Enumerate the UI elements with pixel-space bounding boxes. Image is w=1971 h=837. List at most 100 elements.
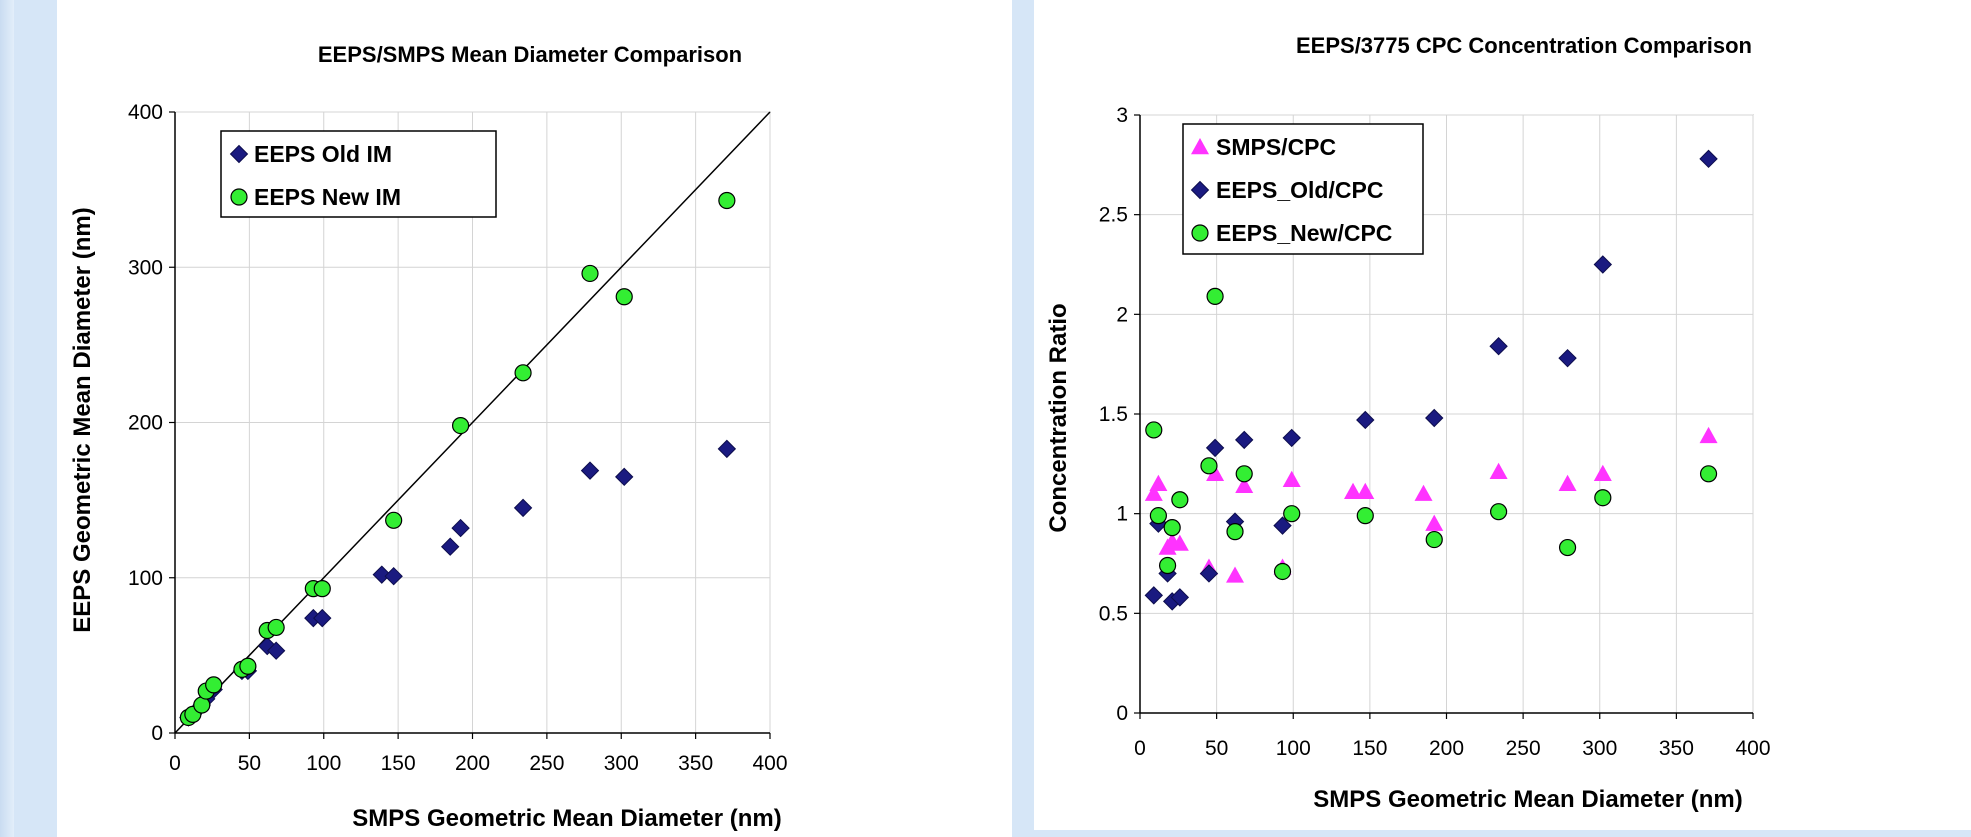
- data-point-smps-cpc: [1414, 484, 1433, 501]
- x-tick-label: 300: [1582, 737, 1617, 760]
- legend-marker-old-im: [229, 144, 249, 164]
- data-point-smps-cpc: [1489, 462, 1508, 480]
- data-point-eeps-old-cpc: [1199, 564, 1219, 583]
- y-tick-label: 0: [151, 722, 163, 745]
- data-point-eeps-old-cpc: [1558, 348, 1577, 368]
- data-point-smps-cpc: [1149, 474, 1168, 491]
- data-point-eeps-new-cpc: [1356, 507, 1374, 525]
- x-tick-label: 50: [238, 752, 261, 775]
- x-tick-label: 250: [529, 752, 564, 775]
- data-point-eeps-new-cpc: [1163, 519, 1181, 537]
- chart-panel-concentration: EEPS/3775 CPC Concentration Comparison S…: [1034, 0, 1971, 830]
- data-point-eeps-new-im: [514, 364, 532, 382]
- y-tick-label: 100: [128, 567, 163, 590]
- x-tick-label: 350: [678, 752, 713, 775]
- data-point-eeps-old-im: [440, 537, 460, 556]
- legend-circle-icon: [230, 188, 248, 206]
- x-tick-label: 400: [1735, 737, 1770, 760]
- data-point-eeps-new-cpc: [1558, 538, 1577, 557]
- legend-label-eeps-new-cpc: EEPS_New/CPC: [1216, 220, 1392, 246]
- data-point-smps-cpc: [1356, 482, 1375, 499]
- left-background-strip: [0, 0, 14, 837]
- x-tick-label: 50: [1205, 737, 1228, 760]
- legend-box: [1182, 123, 1424, 255]
- data-point-eeps-old-im: [451, 518, 470, 538]
- data-point-eeps-new-cpc: [1594, 489, 1612, 507]
- data-point-smps-cpc: [1282, 470, 1301, 487]
- data-point-eeps-old-im: [580, 461, 600, 480]
- x-tick-label: 100: [1276, 737, 1311, 760]
- data-point-smps-cpc: [1558, 474, 1577, 491]
- x-axis-title: SMPS Geometric Mean Diameter (nm): [352, 805, 781, 832]
- concentration-comparison-chart: EEPS/3775 CPC Concentration Comparison S…: [1045, 33, 1771, 813]
- x-tick-label: 150: [381, 752, 416, 775]
- x-tick-label: 350: [1659, 737, 1694, 760]
- legend-marker-smps-cpc: [1191, 138, 1209, 155]
- legend-marker-eeps-old-cpc: [1190, 180, 1210, 200]
- data-point-eeps-old-cpc: [1489, 337, 1508, 356]
- y-tick-label: 0: [1116, 702, 1128, 725]
- legend-label-eeps-old-cpc: EEPS_Old/CPC: [1216, 177, 1383, 203]
- legend-diamond-icon: [1190, 180, 1210, 200]
- data-point-smps-cpc: [1206, 464, 1225, 481]
- x-tick-label: 200: [455, 752, 490, 775]
- data-point-smps-cpc: [1226, 566, 1245, 583]
- x-tick-label: 200: [1429, 737, 1464, 760]
- legend-marker-new-im: [230, 188, 248, 206]
- data-point-smps-cpc: [1170, 534, 1189, 551]
- data-point-eeps-new-im: [313, 580, 331, 598]
- data-point-smps-cpc: [1425, 514, 1444, 531]
- data-point-eeps-old-cpc: [1699, 149, 1718, 169]
- x-tick-label: 0: [1134, 737, 1146, 760]
- y-tick-label: 1.5: [1099, 403, 1128, 426]
- data-point-eeps-new-cpc: [1283, 505, 1301, 523]
- data-point-eeps-old-cpc: [1205, 438, 1225, 458]
- legend-label-smps-cpc: SMPS/CPC: [1216, 134, 1336, 160]
- data-point-eeps-new-im: [239, 657, 257, 675]
- data-point-eeps-new-cpc: [1699, 465, 1718, 483]
- data-point-eeps-new-im: [385, 511, 403, 529]
- chart-title: EEPS/3775 CPC Concentration Comparison: [1296, 33, 1752, 58]
- data-point-eeps-old-cpc: [1235, 430, 1254, 450]
- data-point-eeps-new-cpc: [1200, 457, 1218, 475]
- y-tick-label: 3: [1116, 104, 1128, 127]
- legend: SMPS/CPC EEPS_Old/CPC EEPS_New/CPC: [1182, 123, 1424, 255]
- x-tick-label: 300: [604, 752, 639, 775]
- data-point-smps-cpc: [1593, 464, 1612, 481]
- data-point-eeps-new-cpc: [1490, 503, 1508, 521]
- data-point-eeps-old-cpc: [1282, 428, 1301, 448]
- data-point-eeps-old-im: [313, 608, 332, 628]
- data-point-eeps-old-cpc: [1593, 255, 1613, 274]
- legend-triangle-icon: [1191, 138, 1209, 155]
- data-point-eeps-old-cpc: [1170, 588, 1190, 607]
- x-tick-label: 0: [169, 752, 181, 775]
- data-point-smps-cpc: [1699, 426, 1718, 444]
- data-point-eeps-new-cpc: [1226, 523, 1244, 541]
- chart-title: EEPS/SMPS Mean Diameter Comparison: [318, 42, 742, 67]
- y-tick-label: 2.5: [1099, 204, 1128, 227]
- legend: EEPS Old IM EEPS New IM: [220, 130, 497, 218]
- y-axis-title: EEPS Geometric Mean Diameter (nm): [69, 207, 96, 632]
- data-point-eeps-new-im: [581, 264, 599, 283]
- data-point-eeps-old-cpc: [1144, 586, 1163, 605]
- data-point-eeps-old-cpc: [1356, 410, 1375, 430]
- x-axis-title: SMPS Geometric Mean Diameter (nm): [1313, 786, 1742, 813]
- data-point-eeps-old-im: [717, 439, 737, 459]
- y-tick-label: 300: [128, 256, 163, 279]
- data-point-eeps-new-cpc: [1158, 556, 1177, 575]
- data-point-eeps-new-im: [205, 676, 223, 694]
- legend-label-new-im: EEPS New IM: [254, 184, 401, 210]
- y-tick-label: 1: [1116, 503, 1128, 526]
- data-point-eeps-new-cpc: [1145, 421, 1163, 439]
- data-point-eeps-new-cpc: [1273, 562, 1292, 581]
- data-point-eeps-old-im: [615, 467, 634, 487]
- y-axis-title: Concentration Ratio: [1045, 303, 1072, 532]
- data-point-eeps-new-cpc: [1235, 465, 1253, 483]
- data-point-eeps-new-cpc: [1149, 507, 1167, 525]
- data-point-eeps-old-im: [384, 566, 403, 586]
- data-point-eeps-old-cpc: [1425, 408, 1444, 428]
- y-tick-label: 400: [128, 101, 163, 124]
- data-point-eeps-old-im: [372, 565, 391, 584]
- plot-area: 0 50 100 150 200 250 300 350 400 0 0.5 1 1.5 2 2.5 3: [1099, 104, 1771, 760]
- x-tick-label: 150: [1352, 737, 1387, 760]
